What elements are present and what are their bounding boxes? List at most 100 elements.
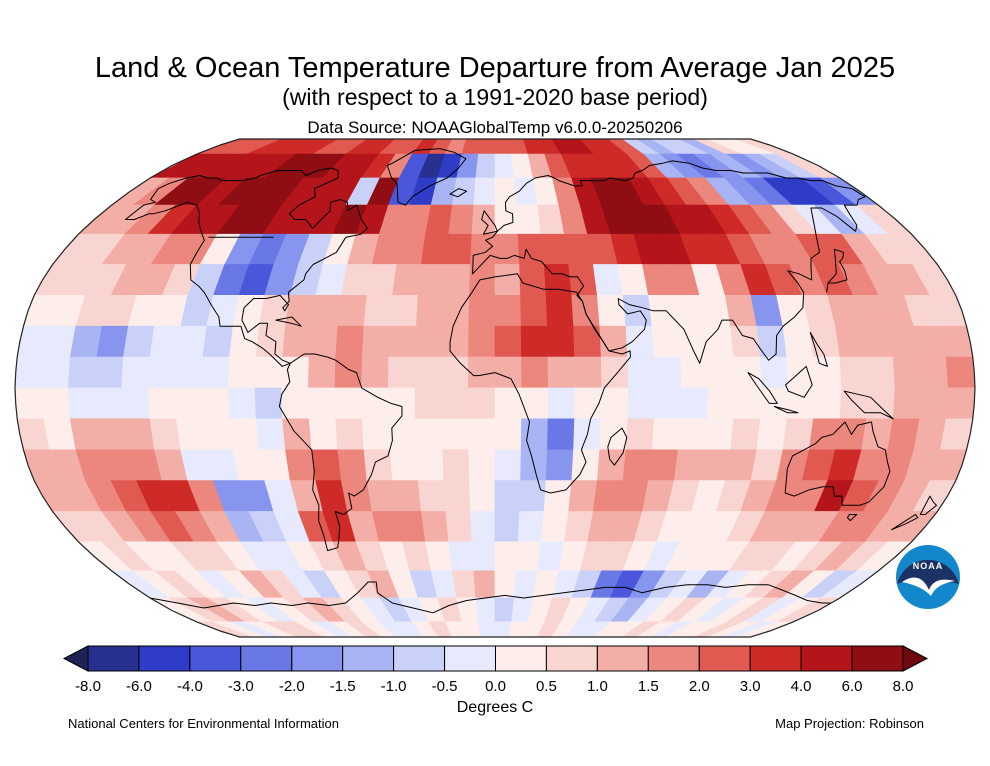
map-cell bbox=[254, 356, 283, 389]
coastline bbox=[124, 167, 368, 367]
coastline bbox=[607, 427, 628, 466]
map-cell bbox=[574, 356, 603, 389]
map-cell bbox=[515, 204, 542, 235]
map-cell bbox=[547, 325, 575, 358]
map-cell bbox=[665, 621, 711, 637]
map-cell bbox=[600, 387, 629, 420]
map-cell bbox=[246, 621, 297, 637]
map-cell bbox=[307, 356, 337, 389]
map-cell bbox=[176, 325, 208, 358]
map-cell bbox=[475, 153, 496, 179]
map-cell bbox=[334, 356, 363, 389]
colorbar-tick-label: -3.0 bbox=[228, 678, 254, 695]
map-cell bbox=[707, 621, 761, 637]
map-cell bbox=[593, 621, 629, 637]
map-cell bbox=[515, 541, 542, 572]
colorbar-tick-label: 2.0 bbox=[689, 678, 710, 695]
map-cell bbox=[392, 264, 422, 296]
map-cell bbox=[571, 449, 601, 481]
colorbar: -8.0 -6.0 -4.0 -3.0 -2.0 -1.5 -1.0 -0.5 0.0 0.5 1.… bbox=[62, 645, 929, 716]
map-cell bbox=[388, 418, 417, 451]
map-cell bbox=[704, 418, 735, 451]
map-cell bbox=[147, 387, 177, 420]
map-cell bbox=[461, 621, 482, 637]
map-cell bbox=[707, 356, 736, 389]
map-cell bbox=[839, 387, 869, 420]
map-cell bbox=[649, 621, 694, 637]
map-cell bbox=[673, 295, 705, 327]
coastline bbox=[773, 406, 799, 414]
map-cell bbox=[94, 387, 124, 420]
map-cell bbox=[519, 480, 547, 512]
map-cell bbox=[174, 387, 204, 420]
map-cell bbox=[282, 325, 313, 358]
map-cell bbox=[334, 387, 363, 420]
map-cell bbox=[475, 597, 496, 623]
map-cell bbox=[919, 356, 949, 389]
map-cell bbox=[680, 387, 709, 420]
map-cell bbox=[201, 387, 230, 420]
map-cell bbox=[213, 621, 269, 637]
map-cell bbox=[285, 295, 317, 327]
map-cell bbox=[477, 139, 496, 155]
colorbar-tick-label: -1.5 bbox=[330, 678, 356, 695]
map-cell bbox=[494, 621, 513, 637]
map-cell bbox=[545, 295, 574, 327]
colorbar-segment bbox=[545, 645, 598, 672]
map-cell bbox=[786, 356, 816, 389]
map-cell bbox=[441, 325, 470, 358]
map-cell bbox=[627, 356, 656, 389]
colorbar-tick-label: 1.0 bbox=[587, 678, 608, 695]
colorbar-tick-label: -1.0 bbox=[381, 678, 407, 695]
colorbar-tick-label: -0.5 bbox=[432, 678, 458, 695]
map-cell bbox=[443, 480, 471, 512]
colorbar-tick-label: -6.0 bbox=[126, 678, 152, 695]
map-cell bbox=[756, 325, 788, 358]
map-cell bbox=[551, 621, 579, 637]
map-cell bbox=[121, 387, 151, 420]
colorbar-segment bbox=[189, 645, 242, 672]
map-cell bbox=[467, 356, 496, 389]
map-cell bbox=[782, 418, 814, 451]
map-cell bbox=[494, 356, 523, 389]
colorbar-segment bbox=[291, 645, 344, 672]
map-cell bbox=[494, 233, 520, 265]
map-cell bbox=[568, 264, 598, 296]
map-cell bbox=[517, 511, 545, 543]
map-cell bbox=[451, 570, 477, 599]
map-cell bbox=[520, 325, 549, 358]
map-cell bbox=[635, 621, 679, 637]
map-cell bbox=[147, 356, 177, 389]
map-cell bbox=[704, 325, 735, 358]
map-cell bbox=[285, 449, 317, 481]
map-cell bbox=[229, 325, 260, 358]
map-cell bbox=[782, 325, 814, 358]
map-cell bbox=[839, 356, 869, 389]
map-cell bbox=[469, 480, 496, 512]
map-cell bbox=[335, 325, 365, 358]
colorbar-over-arrow bbox=[902, 645, 929, 672]
noaa-logo-text: NOAA bbox=[913, 561, 944, 571]
map-cell bbox=[736, 621, 794, 637]
map-cell bbox=[96, 325, 129, 358]
map-cell bbox=[468, 325, 496, 358]
map-cell bbox=[414, 356, 443, 389]
map-cell bbox=[445, 511, 473, 543]
map-cell bbox=[679, 621, 728, 637]
footer-credit: National Centers for Environmental Infor… bbox=[68, 716, 339, 731]
map-cell bbox=[707, 387, 736, 420]
noaa-logo-fan bbox=[897, 559, 959, 594]
map-cell bbox=[308, 418, 339, 451]
map-cell bbox=[441, 418, 470, 451]
map-cell bbox=[521, 356, 549, 389]
map-cell bbox=[258, 449, 291, 481]
coastline bbox=[784, 421, 891, 506]
map-cell bbox=[15, 387, 45, 420]
map-cell bbox=[96, 418, 129, 451]
map-cell bbox=[945, 387, 975, 420]
map-cell bbox=[420, 511, 450, 543]
map-cell bbox=[416, 295, 445, 327]
map-cell bbox=[607, 621, 646, 637]
colorbar-segment bbox=[138, 645, 191, 672]
